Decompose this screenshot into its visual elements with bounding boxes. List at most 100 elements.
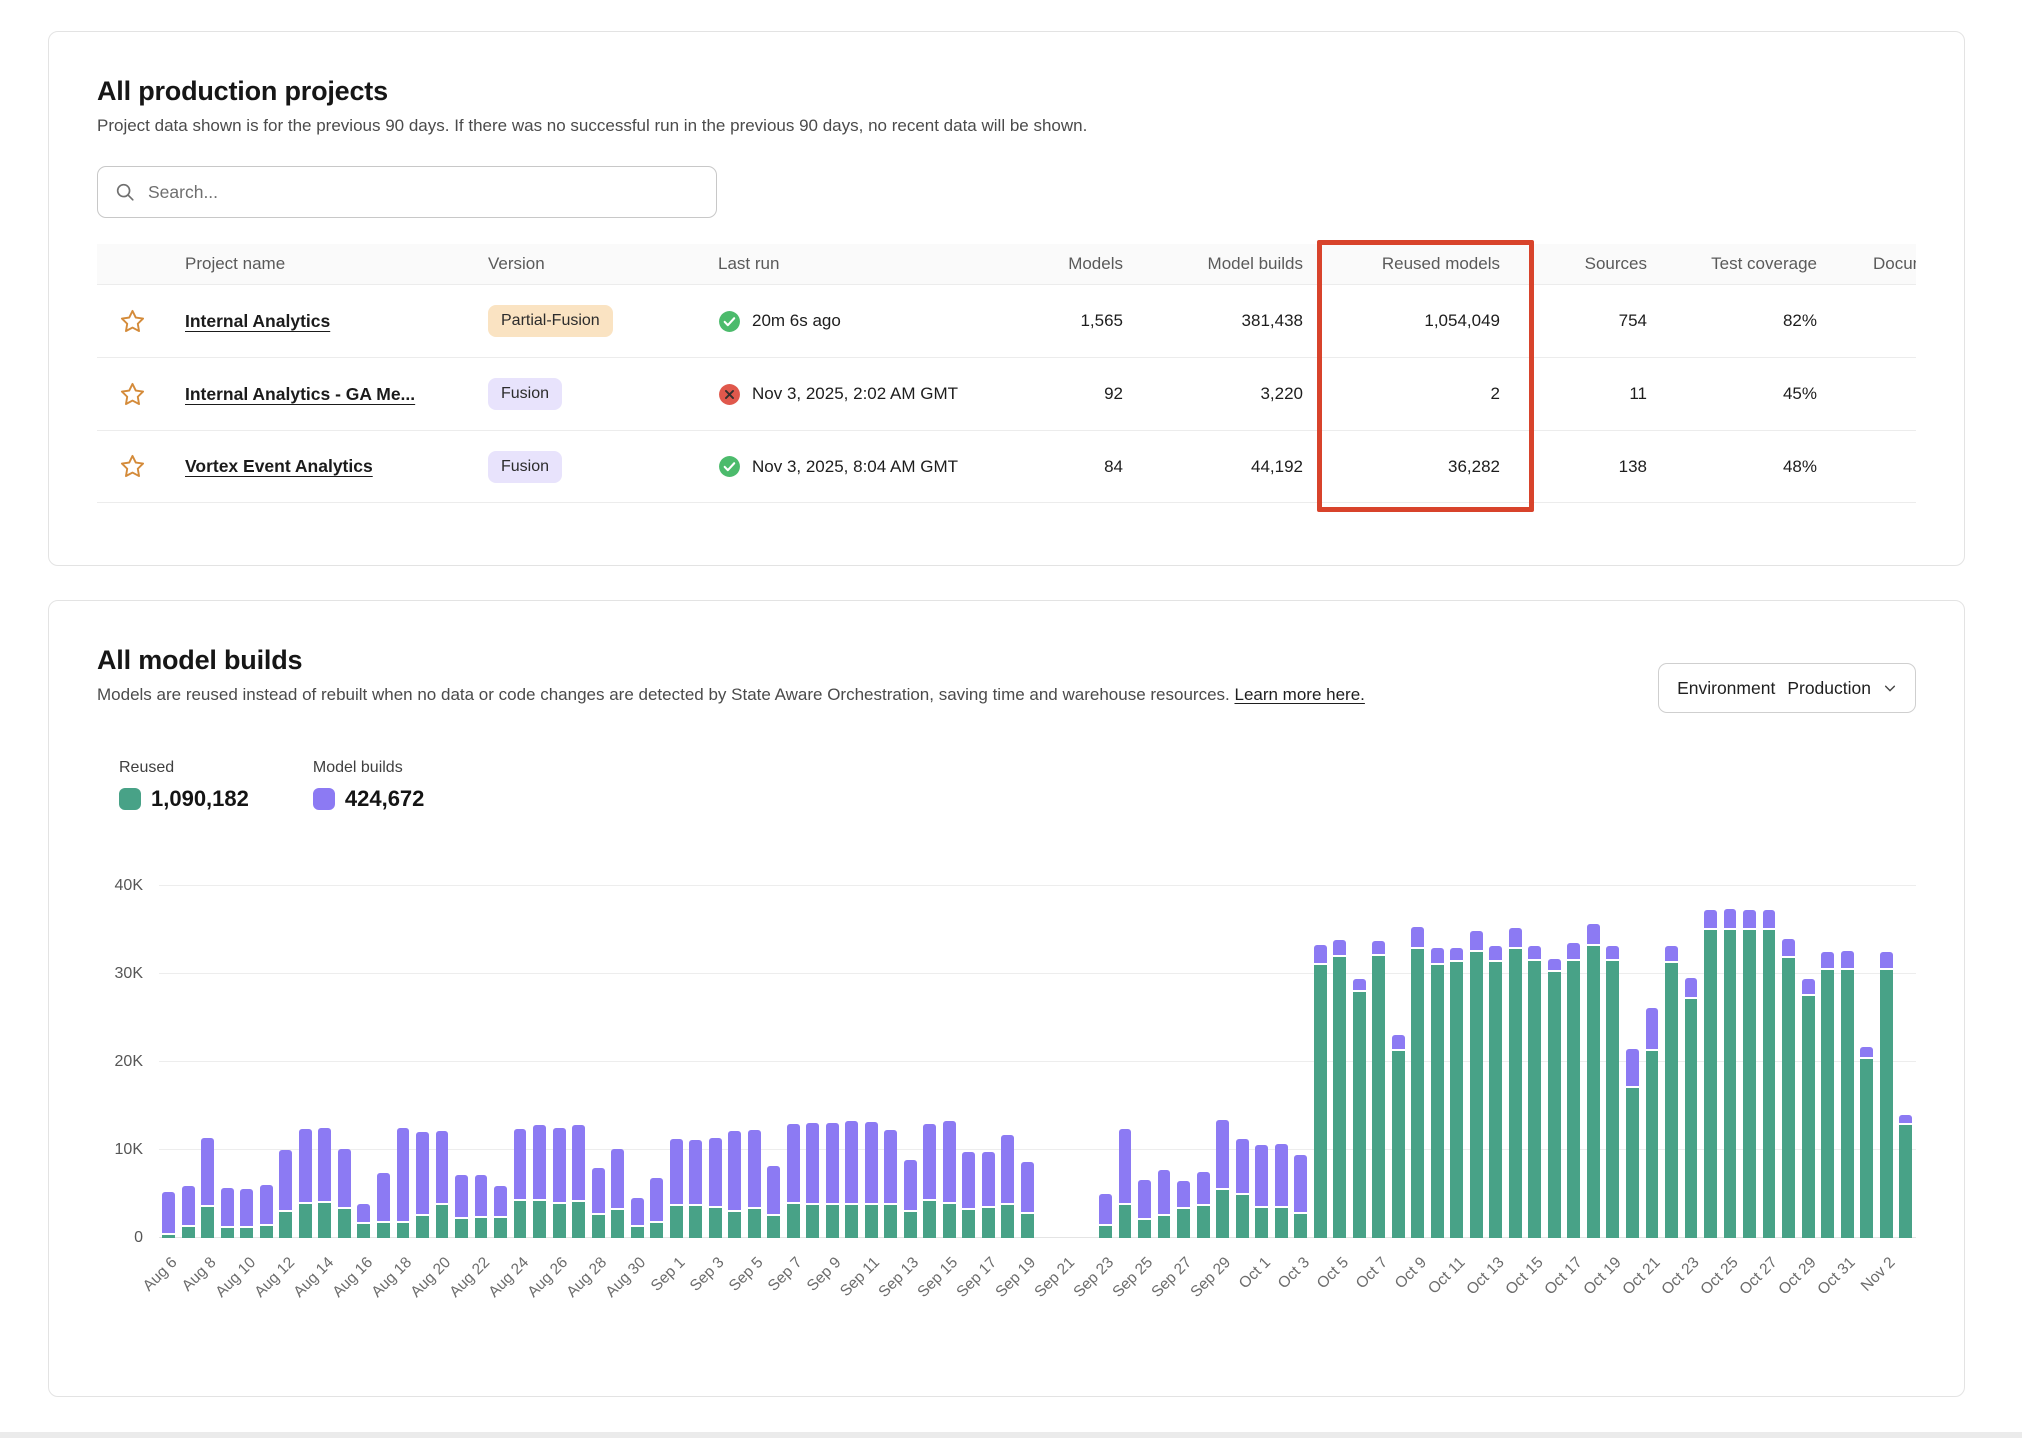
bar-segment-builds bbox=[201, 1138, 215, 1206]
bar-segment-builds bbox=[1274, 1143, 1288, 1207]
bar-segment-builds bbox=[1743, 909, 1756, 928]
bar bbox=[591, 1168, 605, 1238]
bar-segment-reused bbox=[650, 1223, 664, 1238]
bar-segment-builds bbox=[689, 1140, 703, 1205]
bar-segment-builds bbox=[806, 1123, 820, 1203]
bar-segment-builds bbox=[162, 1192, 176, 1234]
chart-day-slot: Sep 23 bbox=[1071, 864, 1118, 1301]
bar bbox=[416, 1132, 429, 1238]
bar-segment-reused bbox=[1372, 956, 1386, 1238]
bar bbox=[747, 1130, 761, 1238]
chart-day-slot: Sep 3 bbox=[687, 864, 727, 1295]
project-name-link[interactable]: Internal Analytics - GA Me... bbox=[185, 383, 416, 404]
bar bbox=[513, 1128, 527, 1238]
chart-day-slot: Aug 22 bbox=[446, 864, 493, 1301]
models-value: 92 bbox=[1104, 384, 1123, 403]
y-axis-label: 40K bbox=[114, 877, 143, 894]
bar-segment-reused bbox=[1450, 961, 1464, 1238]
bar-segment-builds bbox=[1762, 910, 1776, 928]
chart-day-slot: Sep 29 bbox=[1188, 864, 1235, 1301]
test-coverage-value: 82% bbox=[1782, 311, 1817, 330]
bar-segment-builds bbox=[1430, 948, 1444, 964]
bar bbox=[1489, 945, 1503, 1238]
run-success-icon bbox=[718, 310, 741, 333]
chart-day-slot bbox=[1310, 864, 1330, 1238]
header-cell-reused-models: Reused models bbox=[1381, 254, 1500, 273]
y-axis-label: 10K bbox=[114, 1141, 143, 1158]
bar bbox=[1118, 1128, 1132, 1238]
bar-segment-reused bbox=[1723, 930, 1737, 1238]
bar-segment-builds bbox=[669, 1139, 683, 1205]
bar-segment-builds bbox=[1313, 944, 1327, 964]
chart-day-slot bbox=[1467, 864, 1487, 1238]
bar-segment-builds bbox=[1469, 930, 1483, 950]
chart-day-slot bbox=[374, 864, 394, 1238]
bar-segment-builds bbox=[1645, 1008, 1659, 1050]
project-name-link[interactable]: Internal Analytics bbox=[185, 310, 331, 331]
bar-segment-builds bbox=[1294, 1155, 1308, 1213]
bar-segment-reused bbox=[1899, 1125, 1913, 1238]
bar bbox=[864, 1121, 878, 1238]
chart-day-slot: Oct 27 bbox=[1737, 864, 1781, 1298]
environment-filter-button[interactable]: Environment Production bbox=[1658, 663, 1916, 713]
bar-segment-reused bbox=[572, 1201, 586, 1238]
bar-segment-reused bbox=[1118, 1204, 1132, 1238]
chart-day-slot bbox=[959, 864, 979, 1238]
models-value: 1,565 bbox=[1080, 311, 1123, 330]
chart-day-slot: Oct 31 bbox=[1815, 864, 1859, 1298]
legend-item: Model builds 424,672 bbox=[312, 759, 424, 812]
bar bbox=[650, 1177, 664, 1238]
bar bbox=[1196, 1171, 1210, 1238]
bar-segment-reused bbox=[533, 1201, 546, 1238]
bar bbox=[318, 1127, 332, 1238]
y-axis-label: 20K bbox=[114, 1053, 143, 1070]
star-button[interactable] bbox=[119, 381, 146, 408]
bar bbox=[1177, 1180, 1190, 1238]
chart-day-slot bbox=[803, 864, 823, 1238]
bar-segment-reused bbox=[552, 1203, 566, 1238]
bar bbox=[825, 1122, 839, 1238]
bar-segment-builds bbox=[1625, 1048, 1639, 1086]
search-input[interactable] bbox=[148, 181, 700, 203]
bar-segment-builds bbox=[1216, 1119, 1230, 1188]
bar-segment-builds bbox=[903, 1160, 917, 1210]
chart-day-slot: Aug 14 bbox=[290, 864, 337, 1301]
bar bbox=[1586, 923, 1600, 1238]
bar-segment-builds bbox=[1450, 948, 1464, 960]
chart-day-slot: Sep 7 bbox=[765, 864, 805, 1295]
bar-segment-builds bbox=[337, 1148, 351, 1207]
bar bbox=[1411, 927, 1425, 1238]
chart-day-slot: Sep 25 bbox=[1110, 864, 1157, 1301]
chart-day-slot bbox=[296, 864, 316, 1238]
star-icon bbox=[119, 308, 146, 335]
learn-more-link[interactable]: Learn more here. bbox=[1234, 685, 1365, 704]
bar-segment-builds bbox=[1840, 950, 1854, 968]
bar-segment-builds bbox=[825, 1122, 839, 1204]
chart-day-slot: Aug 28 bbox=[563, 864, 610, 1301]
bar bbox=[845, 1120, 859, 1238]
last-run-cell: Nov 3, 2025, 2:02 AM GMT bbox=[692, 383, 1007, 406]
bar bbox=[767, 1166, 781, 1238]
project-name-link[interactable]: Vortex Event Analytics bbox=[185, 456, 373, 476]
bar-segment-reused bbox=[981, 1208, 995, 1238]
bar-segment-builds bbox=[318, 1127, 332, 1201]
bar bbox=[1625, 1048, 1639, 1238]
bar-segment-builds bbox=[572, 1125, 586, 1200]
reused-models-value: 2 bbox=[1490, 384, 1500, 403]
bar-segment-reused bbox=[513, 1201, 527, 1238]
bar-segment-builds bbox=[1235, 1139, 1249, 1193]
bar-segment-reused bbox=[1665, 963, 1678, 1238]
bar bbox=[786, 1124, 800, 1238]
model-builds-value: 381,438 bbox=[1241, 311, 1303, 330]
star-button[interactable] bbox=[119, 453, 146, 480]
bar bbox=[1255, 1145, 1269, 1238]
bar-segment-builds bbox=[513, 1128, 527, 1200]
chart-day-slot bbox=[1076, 864, 1096, 1238]
bar-segment-reused bbox=[357, 1223, 371, 1238]
star-button[interactable] bbox=[119, 308, 146, 335]
y-axis-label: 30K bbox=[114, 965, 143, 982]
bar-segment-reused bbox=[1821, 969, 1835, 1238]
bar bbox=[884, 1129, 898, 1238]
chart-day-slot bbox=[1740, 864, 1760, 1238]
chart-day-slot bbox=[1428, 864, 1448, 1238]
